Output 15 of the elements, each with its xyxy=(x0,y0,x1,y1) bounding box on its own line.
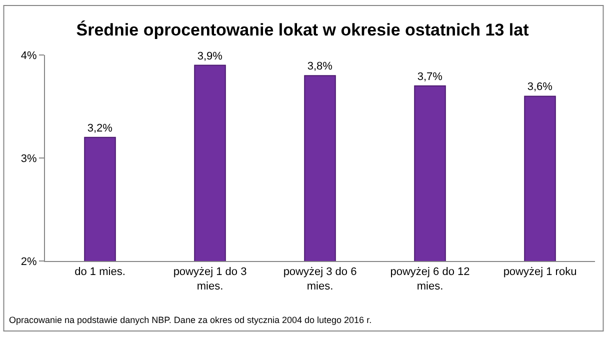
y-tick-label: 2% xyxy=(20,256,38,268)
data-label: 3,7% xyxy=(417,70,443,83)
data-label: 3,2% xyxy=(87,122,113,134)
y-tick-label: 3% xyxy=(20,152,38,165)
x-tick-label: powyżej 1 roku xyxy=(503,266,577,278)
x-tick-label: powyżej 1 do 3 mies. xyxy=(173,266,247,292)
chart-title: Średnie oprocentowanie lokat w okresie ostatnich 13 lat xyxy=(76,20,530,40)
text: Opracowanie na podstawie danych NBP. Dane za okres od stycznia 2004 do lutego 2016 r. xyxy=(9,315,372,325)
x-tick-label: powyżej 3 do 6 mies. xyxy=(283,266,357,292)
data-label: 3,9% xyxy=(197,50,223,62)
data-label: 3,6% xyxy=(527,81,553,94)
x-tick-label: do 1 mies. xyxy=(74,266,126,278)
x-tick-label: powyżej 6 do 12 mies. xyxy=(390,266,470,292)
y-tick-label: 4% xyxy=(20,50,38,62)
data-label: 3,8% xyxy=(307,60,333,73)
